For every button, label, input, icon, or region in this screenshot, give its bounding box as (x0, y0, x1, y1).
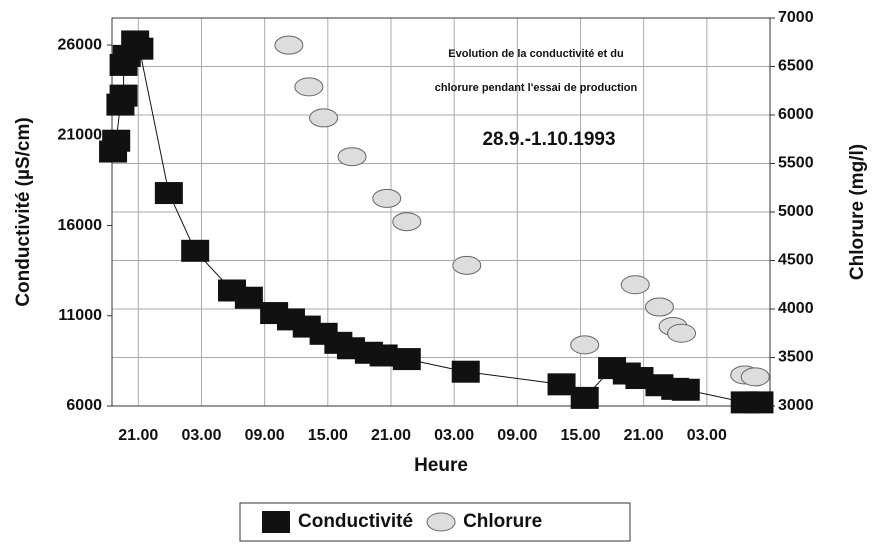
square-marker (451, 360, 480, 383)
ellipse-marker (740, 367, 770, 387)
square-marker (570, 386, 599, 409)
y-tick-label: 21000 (58, 127, 103, 144)
ellipse-marker (294, 77, 324, 97)
square-marker (102, 129, 131, 152)
y2-tick-label: 6500 (778, 58, 814, 75)
x-tick-label: 09.00 (497, 427, 537, 444)
y-axis-label: Conductivité (µS/cm) (13, 117, 34, 306)
x-axis-label: Heure (414, 455, 468, 476)
x-tick-label: 21.00 (624, 427, 664, 444)
ellipse-marker (392, 212, 422, 232)
square-marker (109, 84, 138, 107)
square-marker (154, 182, 183, 205)
subtitle: 28.9.-1.10.1993 (482, 129, 615, 150)
ellipse-marker (644, 297, 674, 317)
square-marker (369, 344, 398, 367)
x-tick-label: 03.00 (687, 427, 727, 444)
y2-tick-label: 3000 (778, 397, 814, 414)
ellipse-marker (309, 108, 339, 128)
square-marker (671, 378, 700, 401)
ellipse-marker (452, 255, 482, 275)
y-tick-label: 26000 (58, 36, 103, 53)
title-line: Evolution de la conductivité et du (448, 48, 623, 60)
ellipse-marker (337, 147, 367, 167)
plot-frame (111, 17, 771, 407)
legend-label: Conductivité (298, 511, 413, 532)
x-tick-label: 15.00 (560, 427, 600, 444)
y2-tick-label: 6000 (778, 106, 814, 123)
square-marker (547, 373, 576, 396)
y-tick-label: 16000 (58, 217, 103, 234)
square-marker (181, 239, 210, 262)
y-tick-label: 11000 (58, 307, 102, 324)
ellipse-marker (620, 275, 650, 295)
y2-tick-label: 3500 (778, 349, 814, 366)
ellipse-marker (426, 512, 456, 532)
x-tick-label: 03.00 (181, 427, 221, 444)
x-tick-label: 03.00 (434, 427, 474, 444)
y2-tick-label: 4500 (778, 252, 814, 269)
square-marker (392, 348, 421, 371)
x-tick-label: 21.00 (371, 427, 411, 444)
y-tick-label: 6000 (66, 397, 102, 414)
x-tick-label: 09.00 (245, 427, 285, 444)
y2-tick-label: 4000 (778, 300, 814, 317)
square-marker (745, 391, 774, 414)
y2-tick-label: 5500 (778, 155, 814, 172)
y2-tick-label: 7000 (778, 9, 814, 26)
x-tick-label: 15.00 (308, 427, 348, 444)
square-marker (262, 511, 290, 533)
ellipse-marker (372, 188, 402, 208)
ellipse-marker (667, 323, 697, 343)
ellipse-marker (570, 335, 600, 355)
y2-axis-label: Chlorure (mg/l) (847, 144, 868, 280)
y2-tick-label: 5000 (778, 203, 814, 220)
title-line: chlorure pendant l'essai de production (435, 82, 638, 94)
square-marker (125, 37, 154, 60)
legend-label: Chlorure (463, 511, 542, 532)
ellipse-marker (274, 35, 304, 55)
x-tick-label: 21.00 (118, 427, 158, 444)
square-marker (234, 286, 263, 309)
